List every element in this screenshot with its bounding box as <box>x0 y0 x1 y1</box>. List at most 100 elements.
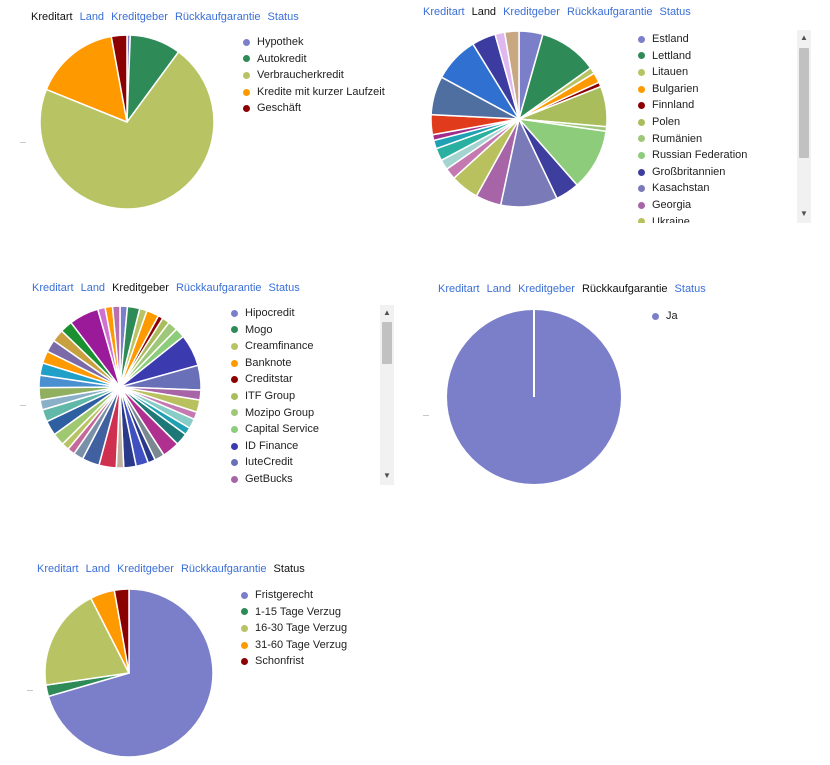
legend-item[interactable]: Creditstar <box>231 371 371 388</box>
tab-land[interactable]: Land <box>471 6 497 18</box>
legend-label: 16-30 Tage Verzug <box>255 622 348 635</box>
legend-item[interactable]: Finnland <box>638 97 788 114</box>
legend-item[interactable]: Polen <box>638 114 788 131</box>
legend-swatch <box>243 105 250 113</box>
tab-land[interactable]: Land <box>85 563 111 575</box>
scrollbar-thumb[interactable] <box>382 322 392 364</box>
legend-item[interactable]: ID Finance <box>231 438 371 455</box>
legend-rueckkaufgarantie: Ja <box>652 308 678 325</box>
legend-label: Mogo <box>245 323 273 336</box>
pie-slice-ja[interactable] <box>447 310 621 484</box>
tab-status[interactable]: Status <box>659 6 691 18</box>
tab-rueckkaufgarantie[interactable]: Rückkaufgarantie <box>175 282 262 294</box>
pie-slice-16-30-tage-verzug[interactable] <box>44 597 130 686</box>
legend-item[interactable]: 1-15 Tage Verzug <box>241 604 347 621</box>
pie-slice-23[interactable] <box>503 30 520 120</box>
legend-item[interactable]: Verbraucherkredit <box>243 67 385 84</box>
tab-kreditart[interactable]: Kreditart <box>31 11 73 23</box>
tab-kreditgeber[interactable]: Kreditgeber <box>112 282 169 294</box>
legend-item[interactable]: Capital Service <box>231 421 371 438</box>
legend-label: Capital Service <box>245 423 319 436</box>
tab-land[interactable]: Land <box>79 11 105 23</box>
pie-slice-schonfrist[interactable] <box>113 588 130 674</box>
legend-item[interactable]: Mozipo Group <box>231 405 371 422</box>
legend-swatch <box>231 376 238 384</box>
legend-item[interactable]: Mogo <box>231 322 371 339</box>
tab-kreditart[interactable]: Kreditart <box>438 283 480 295</box>
tab-kreditgeber[interactable]: Kreditgeber <box>111 11 168 23</box>
legend-item[interactable]: Estland <box>638 31 788 48</box>
legend-item[interactable]: IuteCredit <box>231 454 371 471</box>
tab-status[interactable]: Status <box>674 283 706 295</box>
scroll-down-icon[interactable]: ▼ <box>383 471 391 480</box>
legend-swatch <box>231 342 238 350</box>
legend-item[interactable]: Creamfinance <box>231 338 371 355</box>
legend-item[interactable]: Großbritannien <box>638 164 788 181</box>
legend-swatch <box>243 55 250 63</box>
pie-slice-geschäft[interactable] <box>110 34 128 123</box>
pie-slice-42[interactable] <box>111 305 121 388</box>
tab-rueckkaufgarantie[interactable]: Rückkaufgarantie <box>180 563 267 575</box>
legend-label: Creamfinance <box>245 340 314 353</box>
legend-swatch <box>638 185 645 193</box>
pie-chart-land <box>430 30 608 208</box>
tab-kreditart[interactable]: Kreditart <box>37 563 79 575</box>
legend-item[interactable]: Georgia <box>638 197 788 214</box>
legend-item[interactable]: ITF Group <box>231 388 371 405</box>
legend-item[interactable]: Kasachstan <box>638 180 788 197</box>
tab-rueckkaufgarantie[interactable]: Rückkaufgarantie <box>566 6 653 18</box>
legend-item[interactable]: Banknote <box>231 355 371 372</box>
scrollbar-thumb[interactable] <box>799 48 809 158</box>
tab-kreditgeber[interactable]: Kreditgeber <box>117 563 174 575</box>
legend-item[interactable]: Rumänien <box>638 131 788 148</box>
legend-item[interactable]: Kredite mit kurzer Laufzeit <box>243 84 385 101</box>
tab-land[interactable]: Land <box>80 282 106 294</box>
axis-tick <box>27 690 33 691</box>
tab-kreditgeber[interactable]: Kreditgeber <box>518 283 575 295</box>
tab-status[interactable]: Status <box>267 11 299 23</box>
legend-item[interactable]: 16-30 Tage Verzug <box>241 620 347 637</box>
legend-swatch <box>231 392 238 400</box>
legend-item[interactable]: Fristgerecht <box>241 587 347 604</box>
legend-item[interactable]: Schonfrist <box>241 653 347 670</box>
legend-label: Estland <box>652 33 689 45</box>
legend-swatch <box>231 425 238 433</box>
legend-item[interactable]: 31-60 Tage Verzug <box>241 637 347 654</box>
chart-tabs: Kreditart Land Kreditgeber Rückkaufgaran… <box>37 563 305 575</box>
tab-land[interactable]: Land <box>486 283 512 295</box>
legend-item[interactable]: Hipocredit <box>231 305 371 322</box>
pie-slice-kredite-mit-kurzer-laufzeit[interactable] <box>45 35 128 123</box>
legend-label: Hypothek <box>257 36 304 48</box>
tab-kreditart[interactable]: Kreditart <box>423 6 465 18</box>
legend-label: Lettland <box>652 49 692 62</box>
legend-swatch <box>638 118 645 126</box>
legend-item[interactable]: GetBucks <box>231 471 371 487</box>
legend-item[interactable]: Russian Federation <box>638 147 788 164</box>
tab-status[interactable]: Status <box>273 563 305 575</box>
legend-scrollbar[interactable]: ▲ ▼ <box>380 305 394 485</box>
tab-rueckkaufgarantie[interactable]: Rückkaufgarantie <box>174 11 261 23</box>
pie-slice-verbraucherkredit[interactable] <box>39 51 215 210</box>
legend-label: Georgia <box>652 198 692 211</box>
legend-scrollbar[interactable]: ▲ ▼ <box>797 30 811 223</box>
legend-item[interactable]: Ukraine <box>638 214 788 223</box>
legend-item[interactable]: Geschäft <box>243 100 385 117</box>
legend-item[interactable]: Litauen <box>638 64 788 81</box>
legend-item[interactable]: Autokredit <box>243 51 385 68</box>
pie-slice-fristgerecht[interactable] <box>47 588 214 758</box>
pie-chart-rueckkaufgarantie <box>447 310 621 484</box>
legend-item[interactable]: Lettland <box>638 48 788 65</box>
legend-item[interactable]: Hypothek <box>243 34 385 51</box>
scroll-up-icon[interactable]: ▲ <box>383 308 391 317</box>
scroll-down-icon[interactable]: ▼ <box>800 209 808 218</box>
legend-swatch <box>241 624 248 632</box>
tab-kreditart[interactable]: Kreditart <box>32 282 74 294</box>
legend-item[interactable]: Bulgarien <box>638 81 788 98</box>
tab-rueckkaufgarantie[interactable]: Rückkaufgarantie <box>581 283 668 295</box>
tab-status[interactable]: Status <box>268 282 300 294</box>
legend-label: Fristgerecht <box>255 589 314 601</box>
scroll-up-icon[interactable]: ▲ <box>800 33 808 42</box>
legend-item[interactable]: Ja <box>652 308 678 325</box>
legend-label: Autokredit <box>257 52 307 65</box>
tab-kreditgeber[interactable]: Kreditgeber <box>503 6 560 18</box>
